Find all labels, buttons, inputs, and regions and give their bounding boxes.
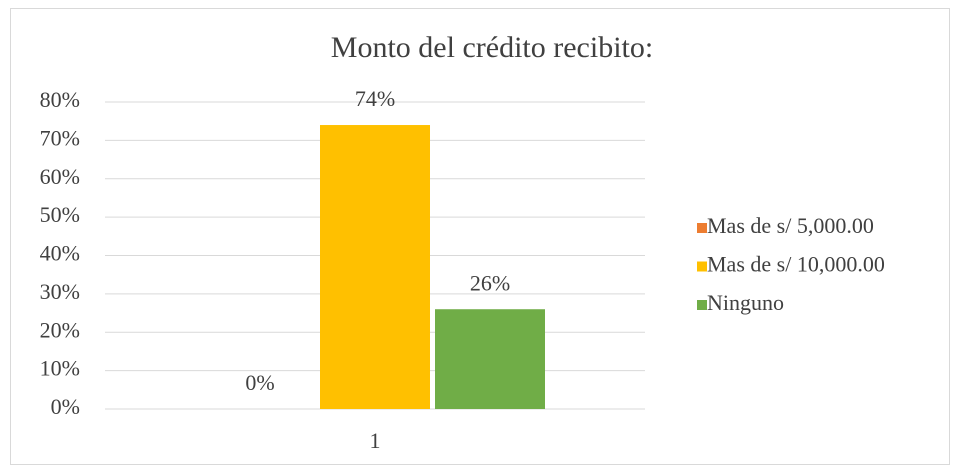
y-tick-label: 0% — [51, 394, 80, 419]
bar — [320, 125, 430, 410]
y-tick-label: 10% — [40, 356, 80, 381]
y-tick-label: 40% — [40, 241, 80, 266]
bar — [435, 309, 545, 409]
data-label: 26% — [470, 270, 510, 295]
y-tick-label: 20% — [40, 317, 80, 342]
y-tick-label: 50% — [40, 202, 80, 227]
legend-label: Ninguno — [707, 290, 784, 315]
data-label: 74% — [355, 86, 395, 111]
y-tick-label: 60% — [40, 164, 80, 189]
y-tick-label: 70% — [40, 125, 80, 150]
legend-swatch — [697, 261, 707, 272]
data-label: 0% — [245, 370, 274, 395]
y-tick-label: 80% — [40, 87, 80, 112]
x-tick-label: 1 — [370, 428, 381, 453]
legend-swatch — [697, 300, 707, 310]
chart-title: Monto del crédito recibito: — [331, 31, 653, 64]
legend-label: Mas de s/ 5,000.00 — [707, 213, 874, 238]
legend-label: Mas de s/ 10,000.00 — [707, 252, 885, 277]
legend-swatch — [697, 223, 707, 233]
y-tick-label: 30% — [40, 279, 80, 304]
